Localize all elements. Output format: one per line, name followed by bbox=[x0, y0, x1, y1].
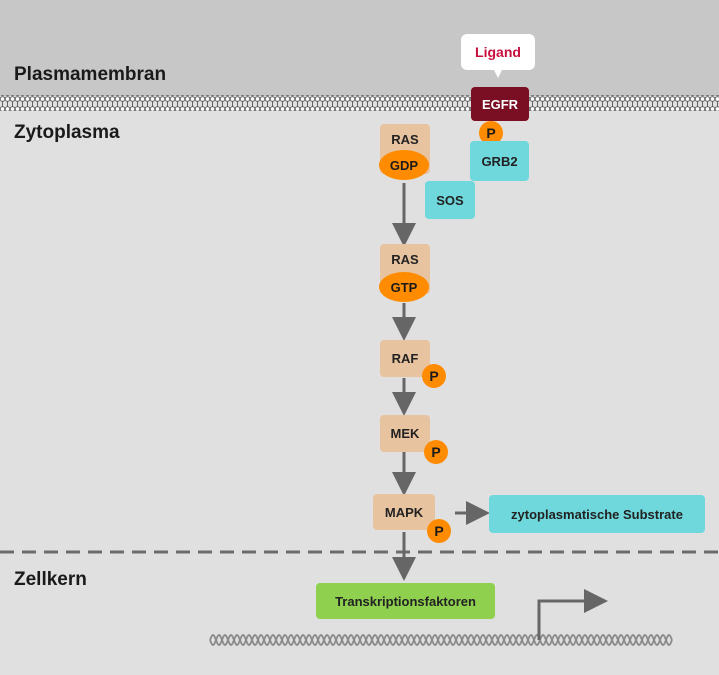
gdp-oval: GDP bbox=[379, 150, 429, 180]
egfr-receptor: EGFR bbox=[471, 87, 529, 121]
ligand-callout: Ligand bbox=[461, 34, 535, 70]
raf-box: RAF bbox=[380, 340, 430, 377]
cytoplasm-label: Zytoplasma bbox=[14, 122, 120, 143]
mapk-box: MAPK bbox=[373, 494, 435, 530]
gtp-oval: GTP bbox=[379, 272, 429, 302]
dna-strand bbox=[209, 633, 673, 647]
nucleus-label: Zellkern bbox=[14, 569, 87, 590]
transcription-factors-box: Transkriptionsfaktoren bbox=[316, 583, 495, 619]
transcription-start-arrow bbox=[537, 589, 608, 640]
ras-gdp-label: RAS bbox=[391, 132, 419, 147]
ras-gtp-label: RAS bbox=[391, 252, 419, 267]
membrane-region bbox=[0, 0, 719, 96]
raf-phosphate: P bbox=[422, 364, 446, 388]
cytoplasmic-substrates-box: zytoplasmatische Substrate bbox=[489, 495, 705, 533]
sos-box: SOS bbox=[425, 181, 475, 219]
mapk-phosphate: P bbox=[427, 519, 451, 543]
mek-phosphate: P bbox=[424, 440, 448, 464]
mek-box: MEK bbox=[380, 415, 430, 452]
grb2-box: GRB2 bbox=[470, 141, 529, 181]
membrane-label: Plasmamembran bbox=[14, 64, 167, 85]
ligand-callout-tail bbox=[493, 68, 503, 78]
lipid-bilayer bbox=[0, 95, 719, 111]
